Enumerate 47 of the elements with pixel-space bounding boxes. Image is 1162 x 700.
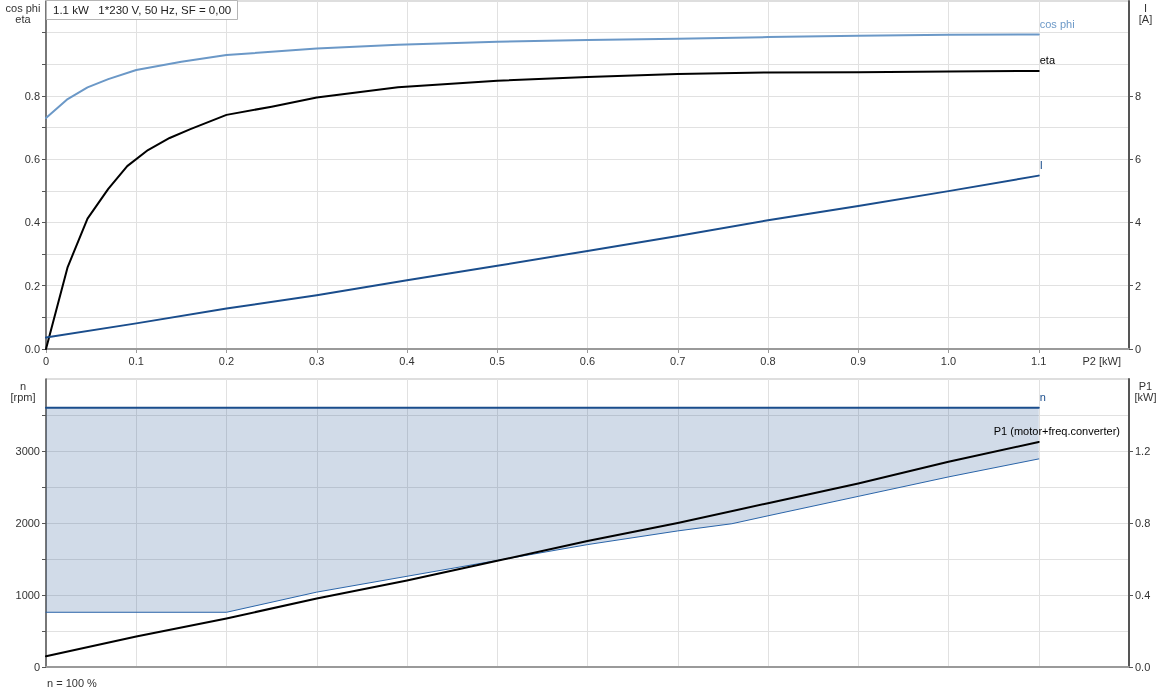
y-tick-label: 0.4 bbox=[24, 216, 40, 229]
series-label: eta bbox=[1039, 53, 1056, 66]
y-axis-title: n [rpm] bbox=[10, 379, 36, 403]
y2-tick-label: 6 bbox=[1135, 153, 1142, 166]
y2-axis-title: P1 [kW] bbox=[1134, 379, 1157, 403]
y-axis-title: cos phi eta bbox=[5, 1, 41, 25]
y2-axis-title: I [A] bbox=[1138, 1, 1153, 25]
y-tick-label: 0 bbox=[33, 661, 40, 673]
x-tick-label: 1.0 bbox=[940, 354, 957, 367]
y2-tick-label: 8 bbox=[1135, 89, 1142, 102]
y2-tick-label: 4 bbox=[1135, 216, 1142, 229]
y-tick-label: 3000 bbox=[15, 445, 40, 457]
y-tick-label: 1000 bbox=[15, 589, 40, 601]
x-tick-label: 0.5 bbox=[489, 354, 505, 367]
line-series bbox=[45, 441, 1040, 658]
x-axis-title: P2 [kW] bbox=[1082, 354, 1121, 367]
x-tick-label: 1.1 bbox=[1031, 354, 1047, 367]
series-label: P1 (motor+freq.converter) bbox=[993, 425, 1120, 437]
x-tick-label: 0.3 bbox=[309, 354, 325, 367]
line-series bbox=[45, 69, 1040, 350]
x-tick-label: 0.7 bbox=[670, 354, 686, 367]
y2-tick-label: 0.0 bbox=[1135, 661, 1151, 673]
line-series bbox=[45, 458, 1040, 613]
y2-tick-label: 0 bbox=[1135, 343, 1142, 355]
x-tick-label: 0.9 bbox=[850, 354, 866, 367]
series-label: cos phi bbox=[1039, 17, 1075, 30]
chart-title: 1.1 kW 1*230 V, 50 Hz, SF = 0,00 bbox=[53, 4, 232, 16]
y-tick-label: 0.0 bbox=[24, 343, 40, 355]
x-tick-label: 0.6 bbox=[579, 354, 596, 367]
y-tick-label: 0.8 bbox=[24, 89, 40, 102]
x-tick-label: 0.2 bbox=[218, 354, 235, 367]
y-tick-label: 0.2 bbox=[24, 279, 40, 292]
x-tick-label: 0.1 bbox=[128, 354, 144, 367]
text: n = 100 % bbox=[47, 676, 98, 689]
line-series bbox=[45, 33, 1040, 120]
y-tick-label: 0.6 bbox=[24, 153, 40, 166]
series-label: n bbox=[1039, 390, 1046, 403]
y2-tick-label: 2 bbox=[1135, 279, 1142, 292]
y2-tick-label: 0.4 bbox=[1135, 589, 1151, 601]
y2-tick-label: 1.2 bbox=[1135, 445, 1151, 457]
x-tick-label: 0.4 bbox=[399, 354, 415, 367]
x-tick-label: 0.8 bbox=[760, 354, 776, 367]
series-label: I bbox=[1039, 158, 1043, 171]
y2-tick-label: 0.8 bbox=[1135, 517, 1151, 529]
y-tick-label: 2000 bbox=[15, 517, 40, 529]
line-series bbox=[45, 174, 1040, 339]
x-tick-label: 0 bbox=[42, 354, 50, 367]
